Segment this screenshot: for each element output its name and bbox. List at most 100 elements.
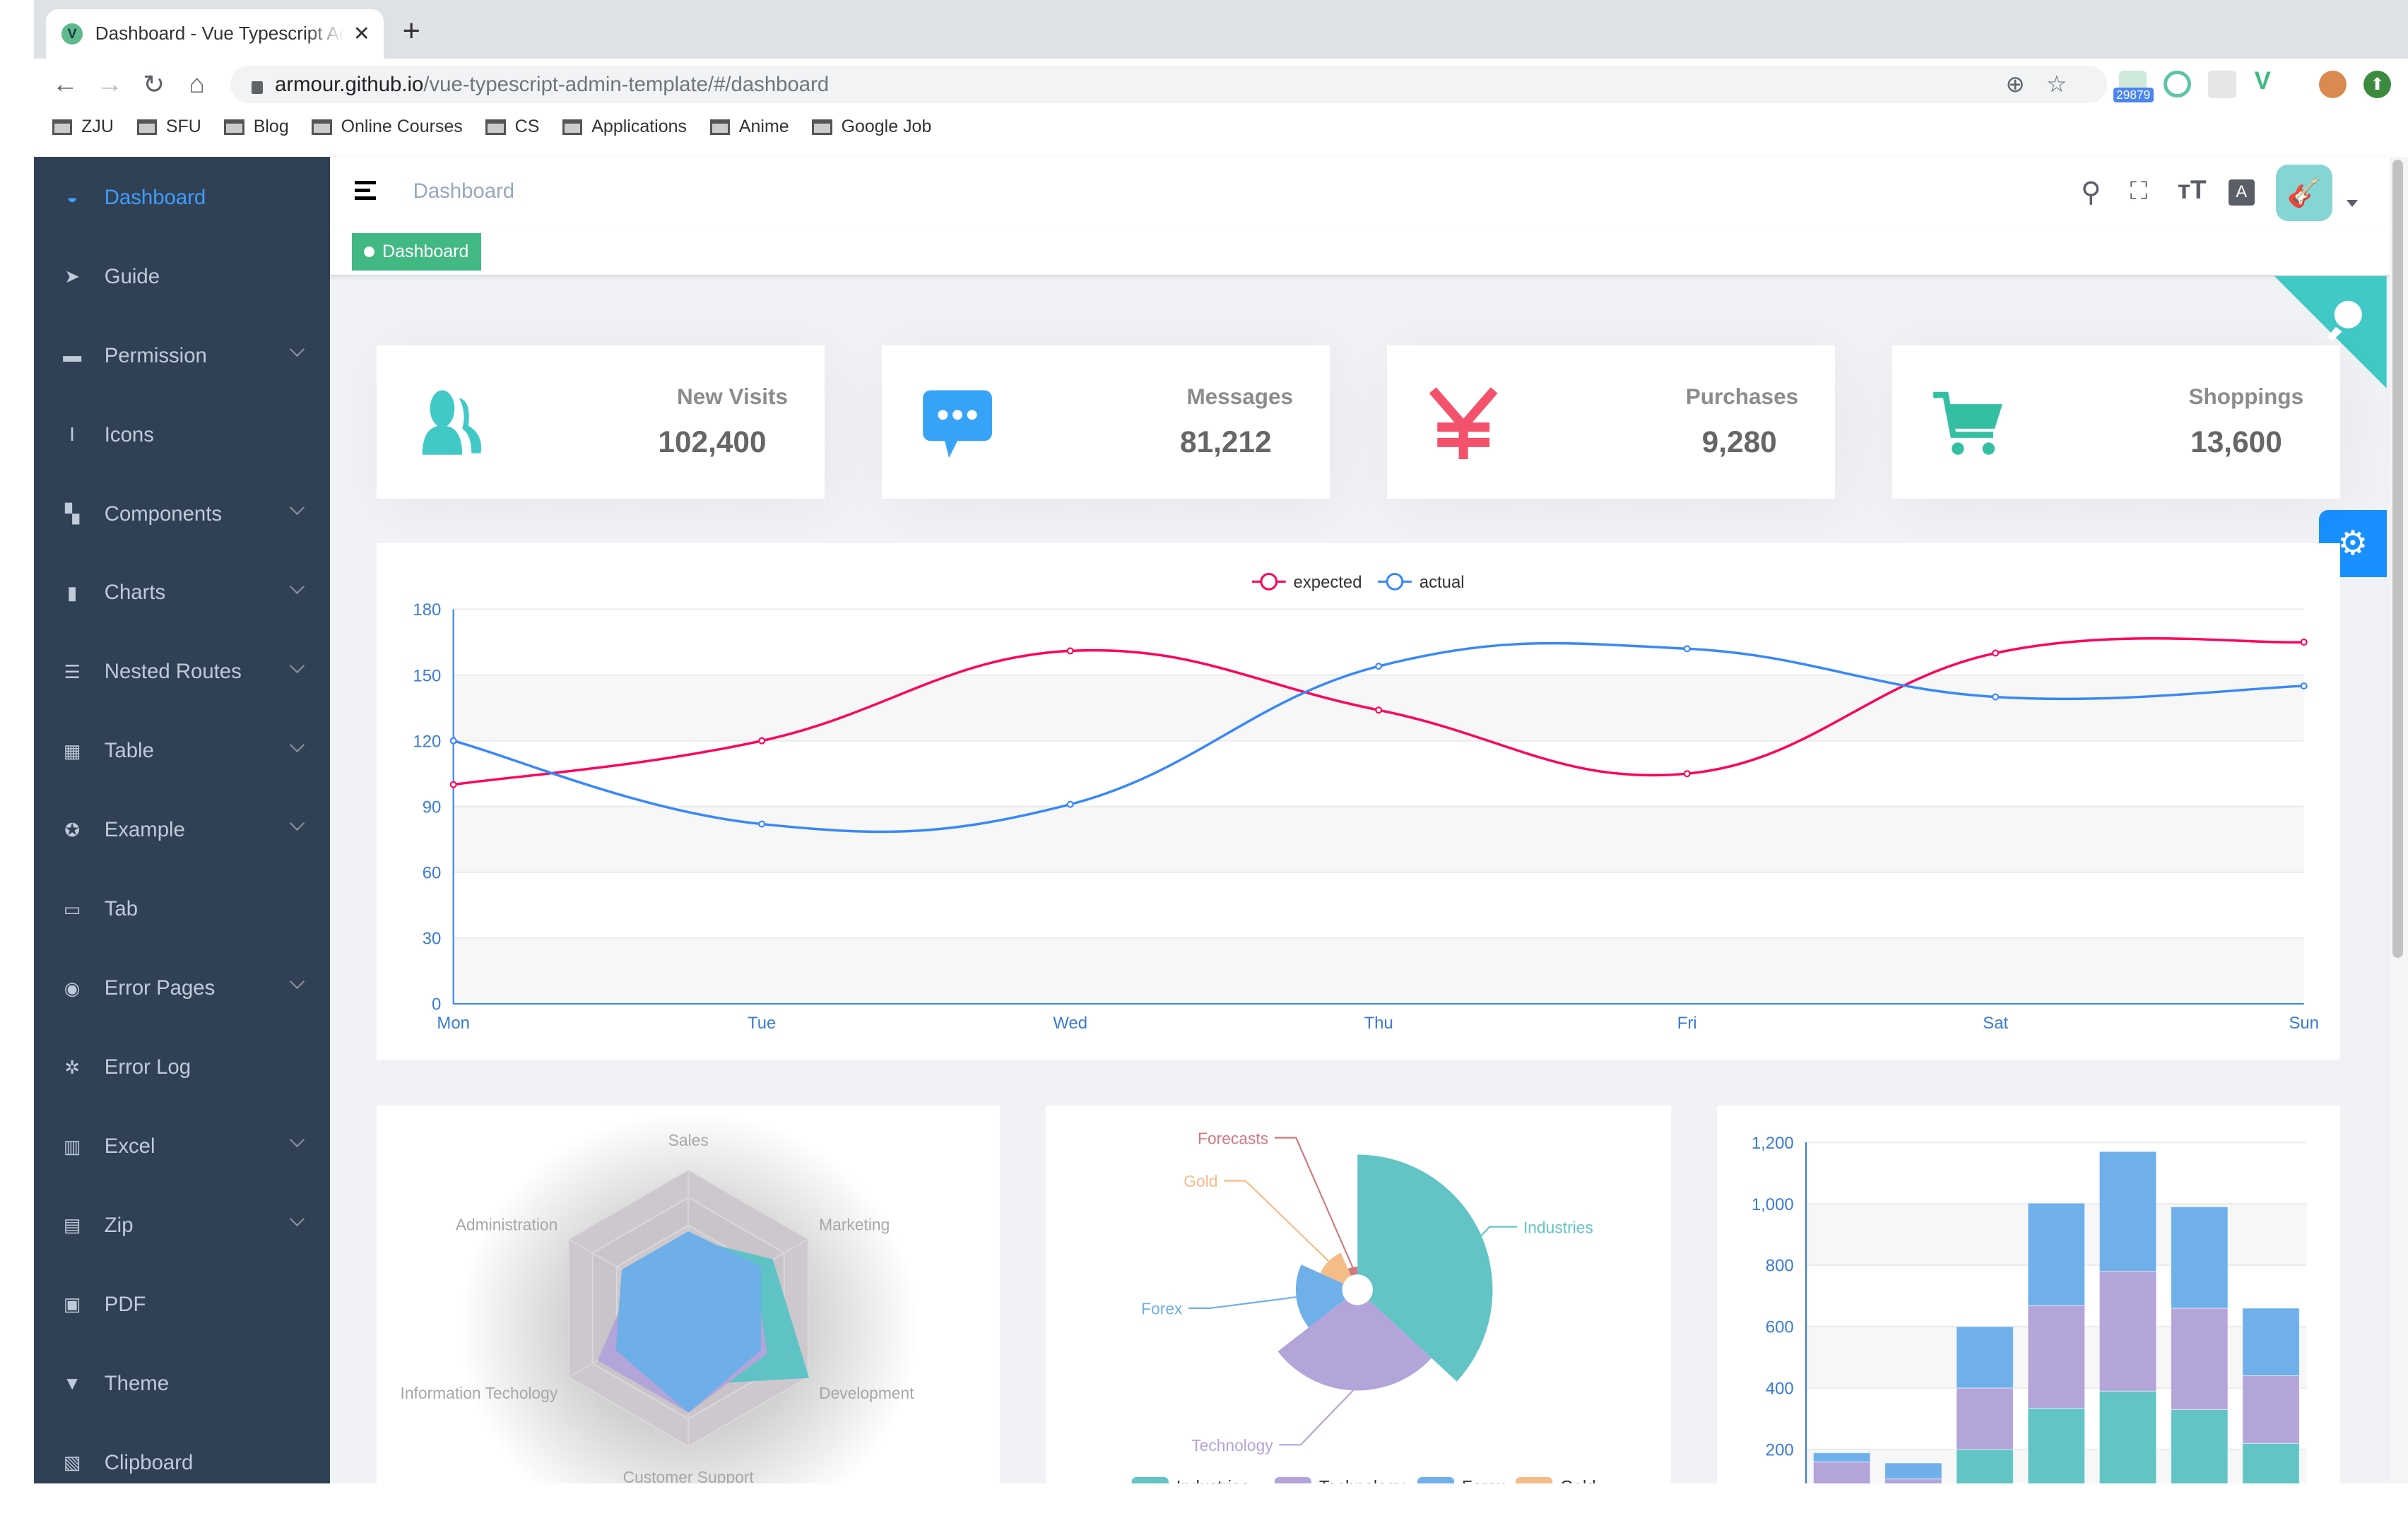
- caret-down-icon[interactable]: [2347, 199, 2359, 207]
- card-new-visits[interactable]: New Visits 102,400: [376, 345, 825, 499]
- sidebar-item-example[interactable]: ✪ Example: [34, 790, 330, 870]
- language-icon[interactable]: A文: [2228, 179, 2255, 227]
- address-bar[interactable]: armour.github.io/vue-typescript-admin-te…: [230, 66, 2107, 103]
- sidebar-item-clipboard[interactable]: ▧ Clipboard: [34, 1423, 330, 1503]
- reload-icon[interactable]: ↻: [143, 69, 165, 99]
- sidebar-item-zip[interactable]: ▤ Zip: [34, 1186, 330, 1265]
- scrollbar-thumb[interactable]: [2392, 160, 2404, 959]
- update-icon[interactable]: ⬆: [2363, 70, 2392, 99]
- sidebar-item-guide[interactable]: ➤ Guide: [34, 237, 330, 316]
- bookmark[interactable]: SFU: [136, 117, 201, 137]
- x-tick-label: Wed: [1053, 1014, 1087, 1033]
- data-point: [1991, 649, 1999, 657]
- chevron-down-icon: [290, 341, 305, 357]
- tag-dashboard[interactable]: Dashboard: [351, 233, 481, 271]
- bookmark-label: Online Courses: [341, 117, 463, 137]
- sidebar-item-error-pages[interactable]: ◉ Error Pages: [34, 949, 330, 1028]
- lock-icon: ▬: [63, 345, 82, 367]
- sidebar-item-label: Error Log: [104, 1055, 191, 1079]
- sidebar: ◒ Dashboard ➤ Guide ▬ Permission Ⅰ Icons ▚ Compon…: [33, 156, 331, 1483]
- bookmark-label: ZJU: [81, 117, 114, 137]
- card-title: Purchases: [1685, 384, 1799, 410]
- bookmark-star-icon[interactable]: ☆: [2046, 70, 2089, 97]
- bar-segment: [1956, 1387, 2014, 1450]
- sidebar-item-label: Guide: [104, 264, 160, 288]
- radar-chart: Sales Administration Information Techology…: [400, 1111, 919, 1523]
- tags-view: Dashboard: [330, 227, 2390, 277]
- pie-label-line: [1279, 1389, 1354, 1446]
- home-icon[interactable]: ⌂: [189, 69, 205, 98]
- x-tick-label: Sat: [1983, 1014, 2008, 1033]
- forward-icon[interactable]: →: [96, 69, 123, 98]
- breadcrumb[interactable]: Dashboard: [413, 179, 515, 203]
- fullscreen-icon[interactable]: ⛶: [2130, 178, 2147, 206]
- sidebar-item-charts[interactable]: ▮ Charts: [34, 554, 330, 633]
- y-tick-label: 800: [1766, 1257, 1794, 1276]
- sidebar-item-excel[interactable]: ▥ Excel: [34, 1107, 330, 1186]
- font-size-icon[interactable]: тT: [2177, 174, 2207, 204]
- sidebar-item-label: Icons: [104, 422, 154, 446]
- x-tick-label: Tue: [748, 1014, 776, 1033]
- new-tab-button[interactable]: +: [402, 13, 420, 48]
- bookmark-label: Google Job: [841, 117, 932, 137]
- y-tick-label: 1,200: [1752, 1134, 1794, 1153]
- window-bottom-edge: [0, 1483, 2408, 1523]
- close-tab-icon[interactable]: ✕: [353, 22, 370, 45]
- card-value: 9,280: [1701, 425, 1777, 459]
- hamburger-toggle-icon[interactable]: [355, 181, 377, 200]
- legend-label: actual: [1419, 573, 1464, 592]
- card-messages[interactable]: Messages 81,212: [881, 345, 1330, 499]
- sidebar-item-components[interactable]: ▚ Components: [34, 475, 330, 554]
- extension-react-icon[interactable]: [2208, 70, 2236, 99]
- sidebar-item-icons[interactable]: Ⅰ Icons: [34, 396, 330, 475]
- y-tick-label: 0: [431, 995, 440, 1014]
- extension-grammarly-icon[interactable]: [2164, 70, 2191, 98]
- card-shoppings[interactable]: Shoppings 13,600: [1891, 345, 2341, 499]
- pie-slice-technology: [1277, 1299, 1432, 1391]
- bookmark[interactable]: Applications: [562, 117, 687, 137]
- github-corner-icon[interactable]: [2274, 276, 2387, 389]
- sidebar-item-label: Clipboard: [104, 1450, 194, 1474]
- card-value: 13,600: [2190, 425, 2282, 459]
- bookmark[interactable]: Blog: [224, 117, 289, 137]
- search-icon[interactable]: ⚲: [2081, 177, 2101, 208]
- bookmark[interactable]: CS: [485, 117, 539, 137]
- browser-tab[interactable]: V Dashboard - Vue Typescript Admin Templ…: [46, 9, 384, 59]
- sidebar-item-theme[interactable]: ▼ Theme: [34, 1344, 330, 1423]
- user-avatar[interactable]: 🎸: [2276, 164, 2333, 221]
- sidebar-item-nested-routes[interactable]: ☰ Nested Routes: [34, 632, 330, 711]
- data-point: [1374, 663, 1382, 670]
- pie-label-line: [1224, 1180, 1330, 1262]
- browser-tab-bar: [33, 0, 2408, 59]
- chevron-down-icon: [290, 499, 305, 515]
- sidebar-item-dashboard[interactable]: ◒ Dashboard: [34, 158, 330, 237]
- bug-icon: ✲: [64, 1056, 81, 1078]
- bookmark[interactable]: Online Courses: [312, 117, 463, 137]
- shopping-cart-icon: [1933, 391, 2003, 455]
- radar-indicator-label: Marketing: [819, 1215, 890, 1233]
- bookmark[interactable]: ZJU: [52, 117, 114, 137]
- sidebar-item-label: Components: [104, 502, 223, 526]
- bookmark-label: Applications: [591, 117, 687, 137]
- back-icon[interactable]: ←: [52, 69, 78, 98]
- lock-icon: [252, 81, 263, 94]
- bar-segment: [2027, 1305, 2086, 1409]
- radar-indicator-label: Information Techology: [400, 1384, 557, 1402]
- bookmark[interactable]: Google Job: [812, 117, 931, 137]
- pie-label-line: [1480, 1226, 1518, 1236]
- install-icon[interactable]: ⊕: [2005, 70, 2047, 97]
- card-title: New Visits: [676, 384, 788, 410]
- profile-avatar[interactable]: [2318, 70, 2347, 99]
- settings-gear-button[interactable]: ⚙: [2318, 509, 2387, 578]
- card-title: Shoppings: [2188, 384, 2304, 410]
- bookmark[interactable]: Anime: [709, 117, 789, 137]
- bar-segment: [2027, 1202, 2086, 1306]
- extension-vue-icon[interactable]: V: [2254, 67, 2271, 95]
- sidebar-item-pdf[interactable]: ▣ PDF: [34, 1265, 330, 1344]
- pie-label: Gold: [1184, 1172, 1217, 1190]
- sidebar-item-tab[interactable]: ▭ Tab: [34, 870, 330, 949]
- sidebar-item-permission[interactable]: ▬ Permission: [34, 316, 330, 396]
- sidebar-item-table[interactable]: ▦ Table: [34, 711, 330, 790]
- card-purchases[interactable]: Purchases 9,280: [1386, 345, 1836, 499]
- sidebar-item-error-log[interactable]: ✲ Error Log: [34, 1028, 330, 1107]
